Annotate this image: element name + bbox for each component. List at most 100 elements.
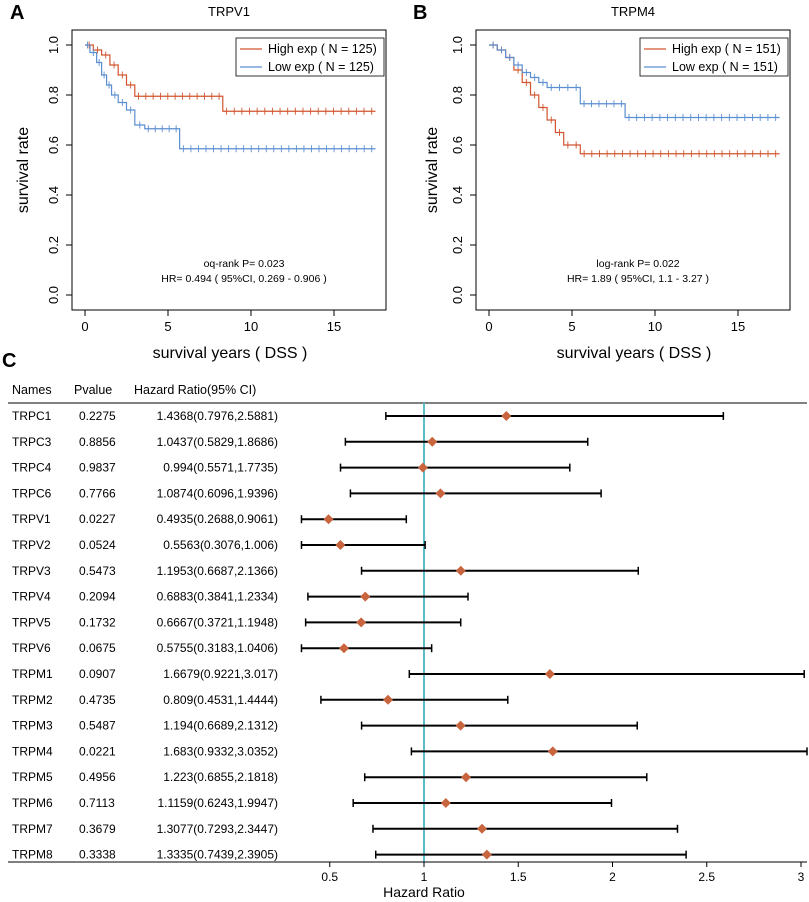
- row-pvalue: 0.0221: [79, 744, 116, 758]
- forest-rows: TRPC1 0.2275 1.4368(0.7976,2.5881) TRPC3 0.8…: [12, 403, 808, 862]
- xtick-label: 15: [327, 319, 341, 334]
- ytick-label: 0.6: [46, 136, 61, 154]
- forest-x-axis-label: Hazard Ratio: [383, 884, 465, 900]
- km-panel-a: A TRPV1 0.0 0.2 0.4 0.6 0.8 1.0 0 5 10 1…: [10, 2, 387, 362]
- plot-frame-b: [475, 29, 791, 311]
- row-pvalue: 0.7766: [79, 486, 116, 500]
- header-hazard-ratio: Hazard Ratio(95% CI): [134, 383, 256, 397]
- hr-point: [323, 514, 334, 525]
- row-hr-ci: 1.0874(0.6096,1.9396): [157, 486, 278, 500]
- xtick-label: 15: [731, 319, 745, 334]
- hr-point: [417, 462, 428, 473]
- ytick-label: 0.8: [46, 86, 61, 104]
- xtick-label: 10: [244, 319, 258, 334]
- row-name: TRPM3: [12, 719, 53, 733]
- hr-point: [427, 436, 438, 447]
- ytick-label: 0.2: [450, 236, 465, 254]
- legend-label-low: Low exp ( N = 125): [268, 60, 374, 74]
- row-hr-ci: 0.6667(0.3721,1.1948): [157, 615, 278, 629]
- hr-point: [481, 849, 492, 860]
- ytick-label: 1.0: [450, 36, 465, 54]
- row-hr-ci: 1.223(0.6855,2.1818): [163, 770, 278, 784]
- row-pvalue: 0.2094: [79, 590, 116, 604]
- row-name: TRPV3: [12, 564, 51, 578]
- forest-xtick-label: 2: [609, 870, 616, 884]
- row-pvalue: 0.5473: [79, 564, 116, 578]
- panel-letter-a: A: [10, 2, 24, 24]
- row-pvalue: 0.5487: [79, 719, 116, 733]
- x-axis-label-a: survival years ( DSS ): [153, 345, 308, 362]
- row-hr-ci: 1.3335(0.7439,2.3905): [157, 848, 278, 862]
- legend-box: [235, 37, 385, 77]
- row-name: TRPC1: [12, 409, 52, 423]
- row-pvalue: 0.8856: [79, 435, 116, 449]
- row-pvalue: 0.0907: [79, 667, 116, 681]
- hr-text-b: HR= 1.89 ( 95%CI, 1.1 - 3.27 ): [567, 273, 709, 285]
- row-hr-ci: 1.1159(0.6243,1.9947): [157, 796, 278, 810]
- km-curve-low: [489, 44, 780, 119]
- row-name: TRPM2: [12, 693, 53, 707]
- hr-point: [440, 798, 451, 808]
- forest-xtick-label: 2.5: [698, 870, 715, 884]
- hr-point: [455, 565, 466, 576]
- km-title-b: TRPM4: [611, 4, 655, 19]
- row-name: TRPM1: [12, 667, 53, 681]
- hr-point: [455, 720, 466, 731]
- row-hr-ci: 0.5755(0.3183,1.0406): [157, 641, 278, 655]
- row-hr-ci: 1.0437(0.5829,1.8686): [157, 435, 278, 449]
- row-hr-ci: 1.1953(0.6687,2.1366): [157, 564, 278, 578]
- ytick-label: 0.4: [46, 186, 61, 204]
- xtick-label: 0: [81, 319, 88, 334]
- y-axis-label-b: survival rate: [424, 127, 441, 213]
- xtick-label: 0: [485, 319, 492, 334]
- legend-box: [639, 37, 789, 77]
- ytick-label: 1.0: [46, 36, 61, 54]
- panel-letter-c: C: [2, 350, 16, 372]
- header-names: Names: [12, 383, 52, 397]
- row-name: TRPM7: [12, 822, 53, 836]
- row-name: TRPV4: [12, 590, 51, 604]
- hr-text-a: HR= 0.494 ( 95%CI, 0.269 - 0.906 ): [161, 273, 326, 285]
- curves-b: [489, 41, 780, 158]
- legend-label-high: High exp ( N = 125): [268, 42, 377, 56]
- row-hr-ci: 1.6679(0.9221,3.017): [163, 667, 278, 681]
- logrank-text-a: oq-rank P= 0.023: [204, 258, 285, 270]
- forest-xtick-label: 0.5: [321, 870, 338, 884]
- row-pvalue: 0.0675: [79, 641, 116, 655]
- row-hr-ci: 1.683(0.9332,3.0352): [163, 744, 278, 758]
- ytick-label: 0.4: [450, 186, 465, 204]
- xtick-label: 10: [648, 319, 662, 334]
- row-name: TRPV6: [12, 641, 51, 655]
- row-hr-ci: 0.809(0.4531,1.4444): [163, 693, 278, 707]
- row-hr-ci: 1.3077(0.7293,2.3447): [157, 822, 278, 836]
- row-name: TRPM6: [12, 796, 53, 810]
- forest-ticks: 0.5 1 1.5 2 2.5 3: [321, 862, 805, 884]
- row-hr-ci: 1.4368(0.7976,2.5881): [157, 409, 278, 423]
- row-name: TRPM8: [12, 848, 53, 862]
- forest-xtick-label: 1.5: [510, 870, 527, 884]
- hr-point: [461, 772, 472, 783]
- row-hr-ci: 1.194(0.6689,2.1312): [163, 719, 278, 733]
- hr-point: [356, 617, 367, 628]
- row-hr-ci: 0.4935(0.2688,0.9061): [157, 512, 278, 526]
- axes-a: 0.0 0.2 0.4 0.6 0.8 1.0 0 5 10 15: [46, 36, 341, 334]
- row-pvalue: 0.0227: [79, 512, 116, 526]
- row-name: TRPM4: [12, 744, 53, 758]
- ytick-label: 0.2: [46, 236, 61, 254]
- ytick-label: 0.0: [450, 286, 465, 304]
- x-axis-label-b: survival years ( DSS ): [557, 345, 712, 362]
- panel-letter-b: B: [413, 2, 427, 24]
- legend-label-low: Low exp ( N = 151): [672, 60, 778, 74]
- row-pvalue: 0.3338: [79, 848, 116, 862]
- ytick-label: 0.8: [450, 86, 465, 104]
- row-pvalue: 0.4956: [79, 770, 116, 784]
- curves-a: [85, 41, 376, 153]
- hr-point: [501, 411, 512, 421]
- km-title-a: TRPV1: [208, 4, 250, 19]
- row-name: TRPC6: [12, 486, 52, 500]
- forest-xtick-label: 3: [798, 870, 805, 884]
- xtick-label: 5: [568, 319, 575, 334]
- legend-b: High exp ( N = 151) Low exp ( N = 151): [639, 37, 789, 77]
- hr-point: [360, 591, 371, 602]
